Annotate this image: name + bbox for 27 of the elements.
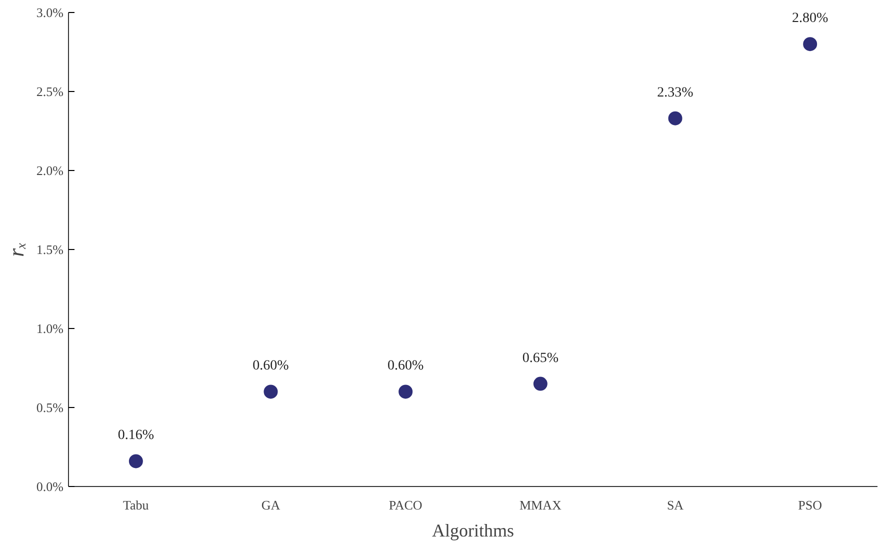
x-tick-label: Tabu — [123, 498, 150, 512]
y-tick-label: 0.0% — [36, 479, 64, 494]
x-tick-label: MMAX — [519, 498, 562, 512]
x-tick-label: PSO — [798, 498, 822, 512]
point — [128, 454, 143, 468]
y-axis-title: rₓ — [3, 242, 28, 257]
x-tick-label: SA — [666, 498, 684, 512]
point — [264, 384, 278, 399]
point — [398, 384, 413, 399]
y-tick-label: 3.0% — [36, 5, 64, 20]
data-label: 0.16% — [118, 428, 154, 444]
data-label: 2.80% — [792, 11, 828, 26]
data-label: 0.60% — [252, 358, 290, 374]
x-axis-title: Algorithms — [432, 520, 514, 540]
point — [803, 37, 818, 52]
y-tick-label: 2.5% — [36, 84, 64, 99]
point — [533, 376, 548, 391]
data-label: 2.33% — [657, 85, 694, 100]
y-tick-label: 2.0% — [36, 163, 64, 178]
y-tick-label: 0.5% — [36, 400, 64, 415]
x-tick-label: PACO — [388, 498, 422, 512]
point — [668, 111, 682, 126]
y-tick-label: 1.0% — [36, 321, 64, 336]
y-tick-label: 1.5% — [36, 242, 64, 257]
data-label: 0.65% — [522, 350, 559, 366]
data-label: 0.60% — [388, 358, 424, 374]
x-tick-label: GA — [261, 498, 281, 512]
